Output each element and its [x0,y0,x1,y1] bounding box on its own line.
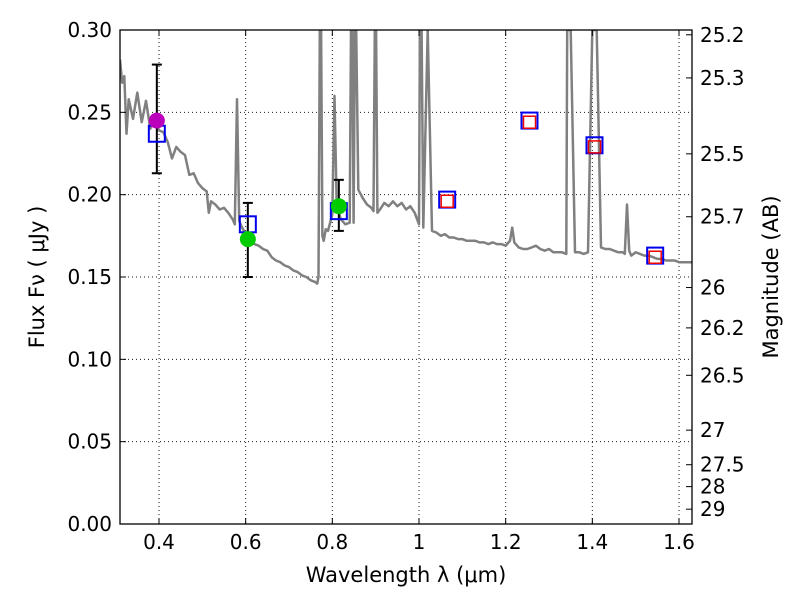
y2-tick-label: 25.2 [700,23,745,47]
y-tick-label: 0.30 [67,18,112,42]
y-axis-title: Flux Fν ( μJy ) [25,206,49,349]
y-tick-label: 0.10 [67,347,112,371]
x-tick-label: 1.2 [490,530,522,554]
observed-point-green [239,231,256,248]
y2-tick-label: 26.2 [700,316,745,340]
model-spectrum-line [120,30,692,285]
upper-limit-square [587,140,602,154]
upper-limit-square [648,250,662,264]
data-layer [120,30,692,285]
grid-layer [120,29,692,525]
x-tick-label: 1 [413,530,426,554]
y2-tick-label: 25.7 [700,205,745,229]
y-tick-label: 0.25 [67,100,112,124]
plot-frame [119,29,693,525]
y2-tick-label: 27 [700,418,725,442]
y-tick-label: 0.00 [67,512,112,536]
axes-layer: 0.4 0.6 0.8 1 1.2 1.4 1.6 0.00 0.05 0.10 0.15 0.20 0… [67,18,744,554]
x-tick-label: 0.4 [143,530,175,554]
x-tick-label: 1.4 [576,530,608,554]
y2-tick-label: 27.5 [700,453,745,477]
x-axis-title: Wavelength λ (μm) [306,563,507,587]
y-tick-label: 0.20 [67,183,112,207]
y-tick-label: 0.05 [67,430,112,454]
x-tick-label: 0.6 [230,530,262,554]
observed-point-magenta [148,112,165,129]
y2-tick-label: 25.5 [700,142,745,166]
y2-axis-title: Magnitude (AB) [759,195,783,358]
upper-limit-square [522,115,537,129]
y2-tick-label: 28 [700,475,725,499]
y2-tick-label: 26 [700,276,725,300]
upper-limit-square [440,194,454,209]
label-layer: Wavelength λ (μm) Flux Fν ( μJy ) Magnit… [25,195,783,587]
y-tick-label: 0.15 [67,265,112,289]
y2-tick-label: 29 [700,497,725,521]
y2-tick-label: 26.5 [700,363,745,387]
observed-point-green [330,198,347,215]
x-tick-label: 1.6 [663,530,695,554]
y2-tick-label: 25.3 [700,66,745,90]
x-tick-label: 0.8 [316,530,348,554]
